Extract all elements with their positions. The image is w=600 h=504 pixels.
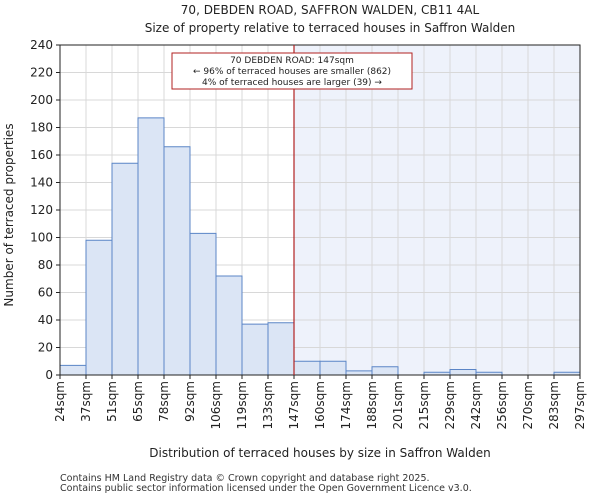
histogram-bar (215, 275, 243, 376)
histogram-bar (449, 369, 477, 376)
y-tick-label: 160 (30, 148, 53, 162)
x-tick-label: 160sqm (313, 381, 327, 429)
x-tick-label: 119sqm (235, 381, 249, 429)
x-tick-label: 229sqm (443, 381, 457, 429)
x-tick-label: 256sqm (495, 381, 509, 429)
chart-title: 70, DEBDEN ROAD, SAFFRON WALDEN, CB11 4A… (181, 3, 480, 17)
annotation-line-2: ← 96% of terraced houses are smaller (86… (193, 67, 391, 77)
annotation-border (171, 52, 413, 90)
x-tick-label: 24sqm (53, 381, 67, 422)
annotation-box: 70 DEBDEN ROAD: 147sqm ← 96% of terraced… (171, 52, 413, 90)
histogram-bar (267, 322, 295, 376)
x-tick-label: 174sqm (339, 381, 353, 429)
chart-subtitle: Size of property relative to terraced ho… (145, 21, 516, 35)
y-tick-label: 0 (45, 368, 53, 382)
histogram-bar (189, 232, 217, 376)
x-tick-label: 201sqm (391, 381, 405, 429)
x-tick-label: 188sqm (365, 381, 379, 429)
y-tick-label: 200 (30, 93, 53, 107)
histogram-bar (319, 360, 347, 376)
histogram-bar (85, 239, 113, 376)
y-tick-label: 120 (30, 203, 53, 217)
histogram-bar (137, 117, 165, 376)
x-tick-label: 283sqm (547, 381, 561, 429)
y-tick-label: 220 (30, 66, 53, 80)
axis-layer: 0 20 40 60 80 100 120 140 160 180 200 220 240 24sqm 37… (30, 38, 587, 429)
x-tick-label: 78sqm (157, 381, 171, 422)
footer-line-1: Contains HM Land Registry data © Crown c… (60, 473, 430, 484)
x-tick-label: 133sqm (261, 381, 275, 429)
x-tick-label: 147sqm (287, 381, 301, 429)
y-tick-label: 20 (38, 341, 53, 355)
histogram-bar (371, 366, 399, 376)
x-tick-label: 92sqm (183, 381, 197, 422)
footer-line-2: Contains public sector information licen… (60, 483, 472, 494)
histogram-bar (163, 146, 191, 376)
x-axis-label: Distribution of terraced houses by size … (149, 446, 490, 460)
y-tick-label: 140 (30, 176, 53, 190)
histogram-bar (293, 360, 321, 376)
y-tick-label: 180 (30, 121, 53, 135)
histogram-bar (241, 323, 269, 376)
y-tick-label: 240 (30, 38, 53, 52)
x-tick-label: 51sqm (105, 381, 119, 422)
x-tick-label: 270sqm (521, 381, 535, 429)
y-tick-label: 40 (38, 313, 53, 327)
y-tick-label: 80 (38, 258, 53, 272)
histogram-bar (345, 370, 373, 376)
x-tick-label: 106sqm (209, 381, 223, 429)
x-tick-label: 297sqm (573, 381, 587, 429)
x-tick-label: 215sqm (417, 381, 431, 429)
bar-layer (59, 117, 581, 376)
histogram-bar (111, 162, 139, 376)
x-tick-label: 65sqm (131, 381, 145, 422)
x-tick-label: 37sqm (79, 381, 93, 422)
annotation-line-3: 4% of terraced houses are larger (39) → (202, 78, 382, 88)
y-tick-label: 100 (30, 231, 53, 245)
y-tick-label: 60 (38, 286, 53, 300)
x-tick-label: 242sqm (469, 381, 483, 429)
y-axis-label: Number of terraced properties (2, 123, 16, 306)
annotation-line-1: 70 DEBDEN ROAD: 147sqm (230, 56, 354, 66)
histogram-bar (59, 364, 87, 376)
